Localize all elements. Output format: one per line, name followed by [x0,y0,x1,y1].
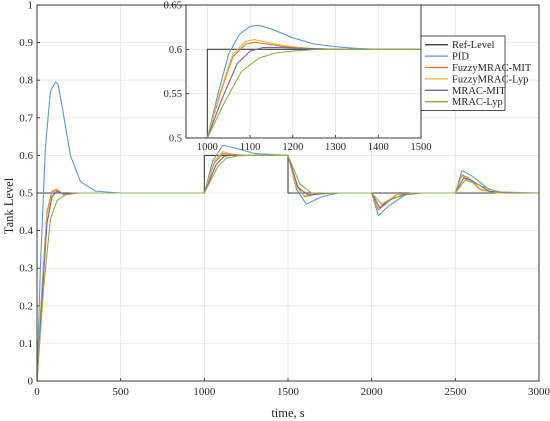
main-x-tick-label: 2000 [361,386,384,398]
main-y-tick-label: 0 [28,376,34,388]
main-x-tick-label: 0 [34,386,40,398]
main-y-tick-label: 0.9 [19,37,33,49]
legend-label-fuzzymrac-lyp: FuzzyMRAC-Lyp [452,74,528,85]
main-series-line-mrac-lyp [37,154,539,381]
main-y-tick-label: 1 [28,0,34,12]
main-x-tick-label: 3000 [528,386,550,398]
main-y-tick-label: 0.3 [19,263,33,275]
legend-label-fuzzymrac-mit: FuzzyMRAC-MIT [452,63,532,74]
inset-x-tick-label: 1100 [240,142,261,153]
inset-plot: 1000 1100 1200 1300 1400 1500 0.5 0.55 0.6 0.65 [164,1,432,154]
inset-series-line-mrac-lyp [186,48,421,138]
legend-label-ref-level: Ref-Level [452,40,495,51]
legend: Ref-LevelPIDFuzzyMRAC-MITFuzzyMRAC-LypMR… [420,35,532,111]
main-x-tick-label: 500 [112,386,129,398]
main-y-tick-label: 0.7 [19,112,33,124]
inset-plot-area [186,5,421,138]
legend-label-mrac-mit: MRAC-MIT [452,86,506,97]
inset-x-tick-label: 1400 [368,142,389,153]
main-x-tick-label: 1500 [277,386,300,398]
inset-x-tick-label: 1500 [411,142,432,153]
inset-series-group [186,24,421,138]
inset-y-tick-label: 0.65 [164,1,182,12]
main-y-tick-label: 0.1 [19,338,33,350]
legend-label-pid: PID [452,52,469,63]
inset-y-tick-label: 0.5 [169,134,182,145]
inset-x-tick-label: 1300 [325,142,346,153]
legend-label-mrac-lyp: MRAC-Lyp [452,97,503,108]
inset-y-tick-label: 0.6 [169,45,182,56]
main-y-tick-label: 0.2 [19,300,33,312]
main-y-tick-label: 0.8 [19,75,33,87]
legend-box [420,35,506,111]
y-axis-label: Tank Level [2,177,16,234]
main-x-tick-label: 1000 [193,386,216,398]
inset-series-line-pid [186,24,421,138]
inset-x-tick-label: 1200 [282,142,303,153]
inset-y-tick-label: 0.55 [164,89,182,100]
main-y-tick-label: 0.5 [19,188,33,200]
main-x-tick-label: 2500 [444,386,467,398]
main-y-tick-label: 0.4 [19,225,33,237]
main-series-group [37,81,539,381]
inset-x-tick-label: 1000 [197,142,218,153]
x-axis-label: time, s [271,406,304,420]
main-y-tick-label: 0.6 [19,150,33,162]
